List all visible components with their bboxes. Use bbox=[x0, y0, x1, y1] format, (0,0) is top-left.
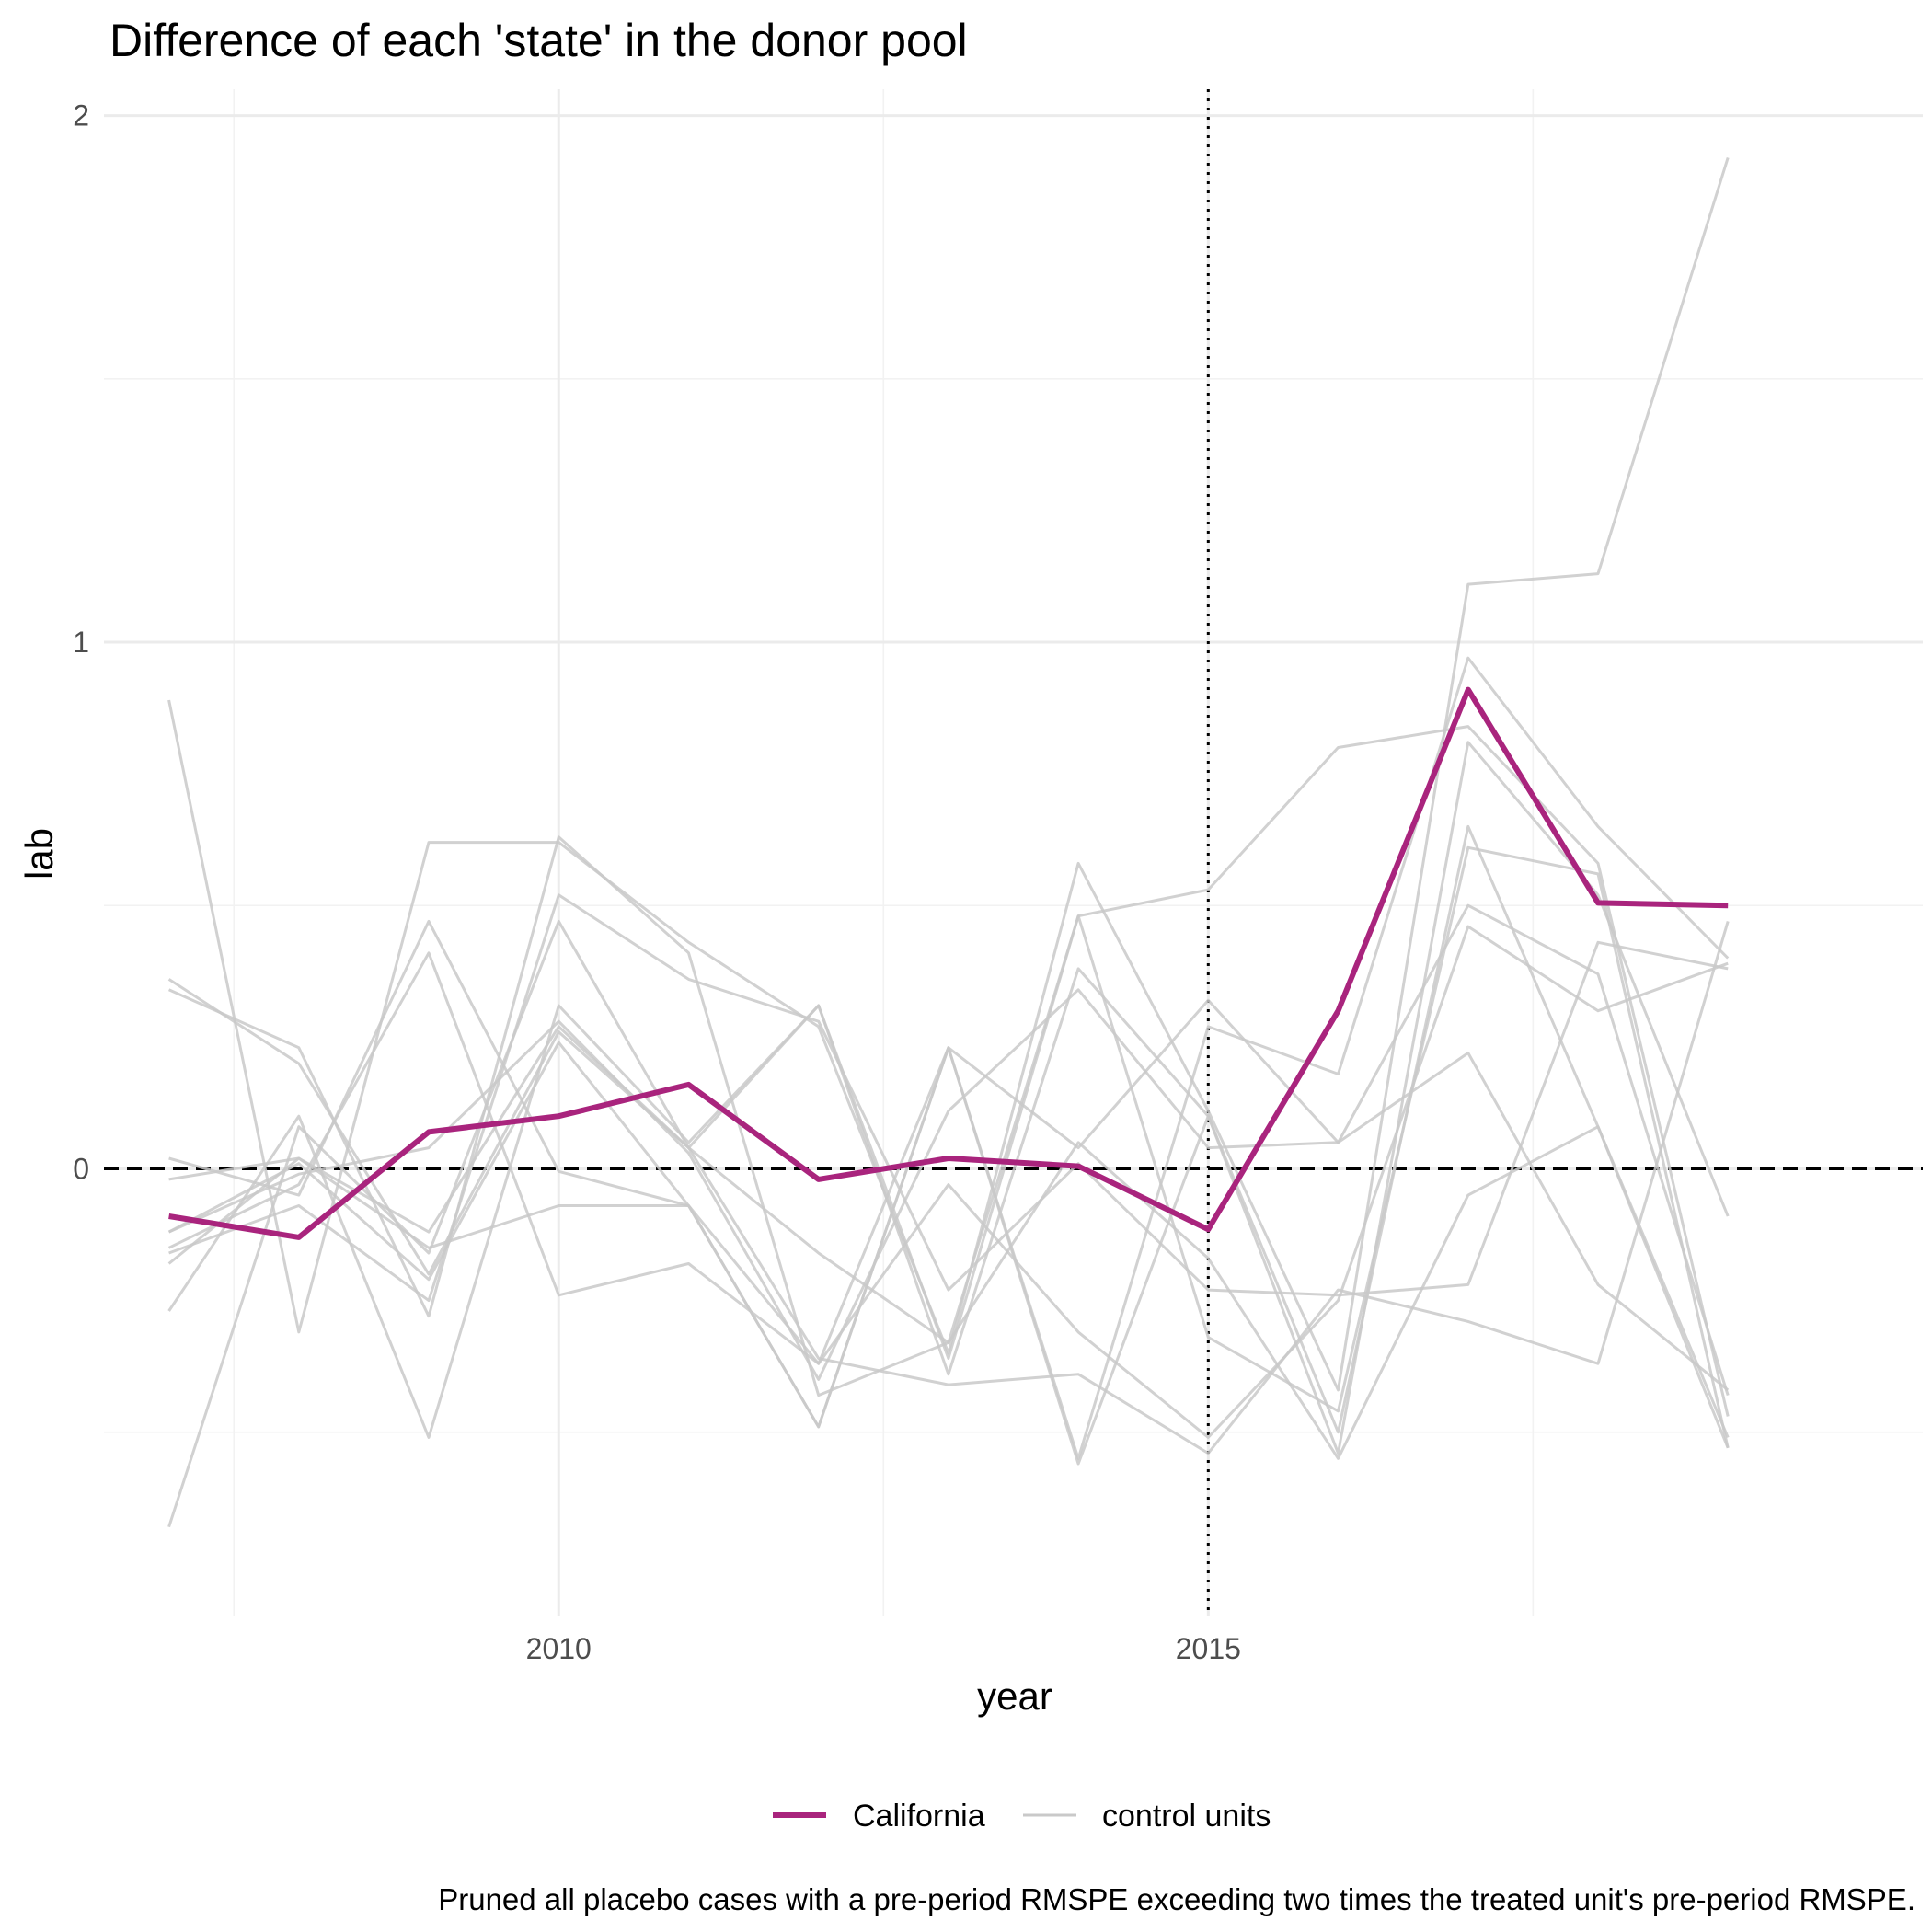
chart-title: Difference of each 'state' in the donor … bbox=[109, 15, 968, 66]
y-tick-label: 2 bbox=[73, 99, 89, 132]
control-unit-line-1 bbox=[167, 156, 1730, 1392]
control-unit-line-11 bbox=[167, 998, 1730, 1429]
control-unit-line-12 bbox=[167, 903, 1730, 1397]
tick-labels: 2010 2015 0 1 2 bbox=[73, 99, 1241, 1665]
legend-label-control-units: control units bbox=[1102, 1799, 1271, 1834]
reference-lines bbox=[104, 89, 1923, 1616]
major-gridlines bbox=[104, 89, 1923, 1616]
y-tick-label: 1 bbox=[73, 626, 89, 659]
control-unit-line-7 bbox=[168, 893, 1729, 1303]
california-line bbox=[168, 686, 1729, 1240]
control-unit-line-8 bbox=[168, 1025, 1730, 1460]
control-unit-line-10 bbox=[167, 925, 1729, 1439]
legend-label-california: California bbox=[853, 1799, 985, 1834]
y-axis-title: lab bbox=[17, 828, 61, 880]
chart-caption: Pruned all placebo cases with a pre-peri… bbox=[438, 1882, 1915, 1916]
series-layer bbox=[167, 156, 1730, 1528]
y-tick-label: 0 bbox=[73, 1152, 89, 1185]
legend: California control units bbox=[773, 1799, 1271, 1834]
control-unit-line-2 bbox=[167, 725, 1730, 1417]
control-unit-line-4 bbox=[167, 741, 1730, 1455]
x-tick-label: 2010 bbox=[526, 1632, 592, 1665]
x-axis-title: year bbox=[977, 1674, 1052, 1718]
control-unit-line-5 bbox=[167, 824, 1730, 1466]
control-unit-line-9 bbox=[167, 919, 1730, 1528]
minor-gridlines bbox=[104, 89, 1923, 1616]
x-tick-label: 2015 bbox=[1176, 1632, 1241, 1665]
